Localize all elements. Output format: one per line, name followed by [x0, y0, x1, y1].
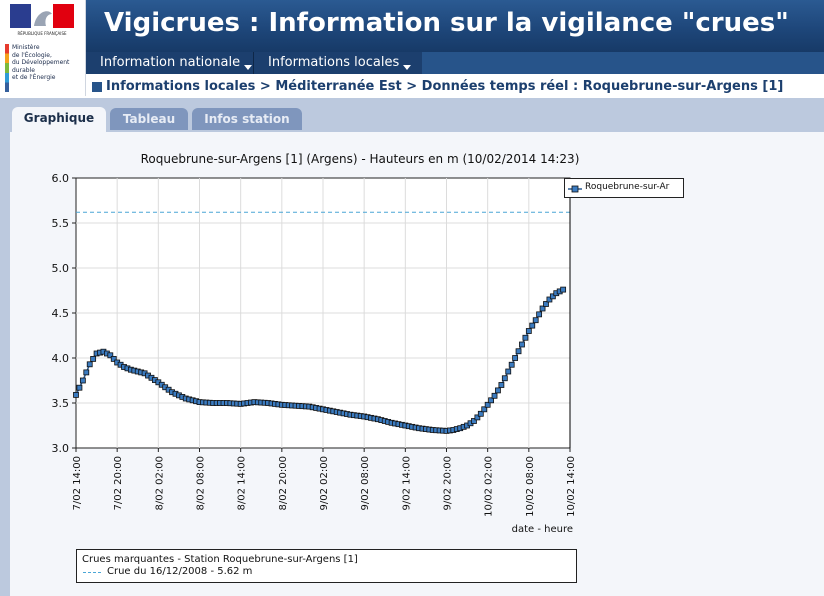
x-tick-label: 9/02 14:00	[401, 456, 412, 510]
nav-informations-locales[interactable]: Informations locales	[254, 52, 422, 74]
y-tick-label: 3.5	[52, 397, 70, 410]
header: RÉPUBLIQUE FRANÇAISE Ministère de l'Écol…	[0, 0, 824, 98]
x-tick-label: 8/02 08:00	[196, 456, 207, 510]
x-tick-label: 10/02 02:00	[484, 456, 495, 517]
data-point	[515, 348, 522, 355]
data-point	[508, 361, 515, 368]
data-point	[90, 355, 97, 362]
tab-bar: Graphique Tableau Infos station	[0, 98, 824, 132]
data-point	[498, 382, 505, 388]
data-point	[79, 377, 86, 384]
page-title: Vigicrues : Information sur la vigilance…	[104, 8, 789, 38]
crues-marquantes-box: Crues marquantes - Station Roquebrune-su…	[76, 549, 577, 583]
y-tick-label: 4.5	[52, 307, 70, 320]
nav-label: Information nationale	[100, 55, 241, 70]
nav-information-nationale[interactable]: Information nationale	[86, 52, 254, 74]
y-tick-label: 4.0	[52, 352, 70, 365]
x-axis-label: date - heure	[512, 524, 573, 535]
bullet-square-icon	[92, 82, 102, 92]
crues-title: Crues marquantes - Station Roquebrune-su…	[82, 554, 358, 565]
data-point	[529, 322, 536, 329]
data-point	[543, 301, 549, 307]
data-point	[471, 418, 477, 424]
y-tick-label: 5.0	[52, 262, 70, 275]
data-point	[495, 387, 501, 394]
y-axis: 3.0 3.5 4.0 4.5 5.0 5.5 6.0	[52, 172, 76, 455]
data-point	[525, 328, 532, 334]
x-axis: 7/02 14:00 7/02 20:00 8/02 02:00 8/02 08:00…	[72, 448, 577, 517]
data-point	[539, 305, 546, 312]
main-nav: Information nationale Informations local…	[86, 52, 824, 74]
tab-infos-station[interactable]: Infos station	[192, 108, 302, 130]
ministry-line: et de l'Énergie	[12, 74, 56, 81]
x-tick-label: 9/02 20:00	[443, 456, 454, 510]
crues-entry: Crue du 16/12/2008 - 5.62 m	[107, 566, 253, 577]
breadcrumb-row: Informations locales > Méditerranée Est …	[86, 74, 824, 98]
data-point	[501, 375, 508, 382]
data-point	[488, 397, 494, 404]
title-banner: Vigicrues : Information sur la vigilance…	[86, 0, 824, 52]
data-point	[83, 369, 90, 376]
legend-marker-icon	[568, 185, 582, 193]
marianne-logo-icon	[8, 2, 76, 30]
legend-series-label: Roquebrune-sur-Ar	[585, 182, 670, 192]
x-tick-label: 8/02 14:00	[237, 456, 248, 510]
ministry-line: du Développement	[12, 59, 70, 66]
republique-logo[interactable]: RÉPUBLIQUE FRANÇAISE Ministère de l'Écol…	[0, 0, 86, 96]
data-point	[86, 361, 93, 368]
data-point	[505, 368, 512, 375]
data-point	[481, 406, 488, 413]
data-point	[536, 311, 543, 318]
data-point	[491, 392, 498, 399]
x-tick-label: 9/02 08:00	[360, 456, 371, 510]
caret-down-icon	[403, 65, 412, 70]
x-tick-label: 10/02 14:00	[566, 456, 577, 517]
y-tick-label: 3.0	[52, 442, 70, 455]
data-point	[110, 355, 117, 362]
data-point	[512, 355, 519, 361]
y-tick-label: 5.5	[52, 217, 70, 230]
x-tick-label: 10/02 08:00	[525, 456, 536, 517]
data-point	[477, 410, 484, 417]
data-point	[474, 414, 481, 421]
nav-label: Informations locales	[268, 55, 400, 70]
tab-graphique[interactable]: Graphique	[12, 107, 106, 132]
data-point	[532, 317, 539, 324]
data-point	[73, 391, 79, 398]
ministry-line: Ministère	[12, 44, 40, 51]
breadcrumb: Informations locales > Méditerranée Est …	[106, 79, 784, 94]
ministry-color-bar	[5, 44, 9, 92]
tab-tableau[interactable]: Tableau	[110, 108, 188, 130]
data-point	[560, 286, 567, 293]
x-tick-label: 8/02 20:00	[278, 456, 289, 510]
caret-down-icon	[244, 65, 253, 70]
ministry-label: Ministère de l'Écologie, du Développemen…	[12, 44, 84, 82]
grid-lines	[76, 178, 570, 448]
ministry-line: de l'Écologie,	[12, 51, 52, 59]
data-point	[107, 352, 114, 359]
data-point	[484, 401, 491, 408]
data-point	[519, 341, 525, 348]
threshold-legend-line	[83, 572, 101, 573]
x-tick-label: 9/02 02:00	[319, 456, 330, 510]
data-point	[522, 334, 529, 341]
data-point	[546, 296, 553, 303]
x-tick-label: 7/02 20:00	[113, 456, 124, 510]
x-tick-label: 8/02 02:00	[154, 456, 165, 510]
republique-label: RÉPUBLIQUE FRANÇAISE	[17, 31, 67, 36]
data-point	[549, 293, 556, 300]
chart-title: Roquebrune-sur-Argens [1] (Argens) - Hau…	[141, 152, 580, 166]
chart-legend: Roquebrune-sur-Ar	[564, 178, 684, 198]
series-roquebrune	[73, 286, 567, 434]
x-tick-label: 7/02 14:00	[72, 456, 83, 510]
ministry-line: durable	[12, 66, 35, 74]
data-point	[76, 384, 83, 391]
content-frame-left	[0, 132, 10, 596]
y-tick-label: 6.0	[52, 172, 70, 185]
